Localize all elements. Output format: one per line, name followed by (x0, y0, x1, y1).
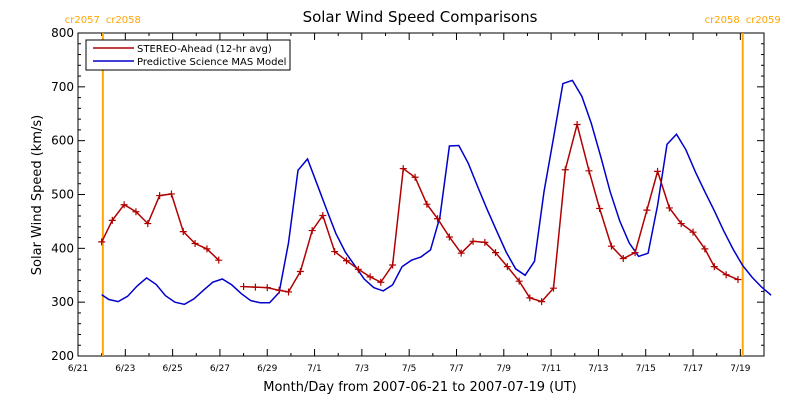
data-point (654, 167, 662, 175)
x-tick-label: 7/17 (683, 364, 703, 374)
x-tick-label: 6/27 (210, 364, 230, 374)
data-point (120, 201, 128, 209)
x-tick-label: 7/19 (730, 364, 750, 374)
data-point (179, 228, 187, 236)
x-axis: 6/21 6/23 6/25 6/27 6/29 7/1 7/3 7/5 7/7 7/9 7/11 7… (68, 33, 765, 374)
data-point (434, 215, 442, 223)
x-tick-label: 7/3 (355, 364, 369, 374)
data-point (275, 286, 283, 294)
data-point (263, 284, 271, 292)
data-point (573, 121, 581, 129)
carrington-markers: cr2057 cr2058 cr2058 cr2059 (65, 15, 781, 356)
data-point (366, 273, 374, 281)
series-line (101, 193, 220, 261)
data-point (631, 249, 639, 257)
data-point (144, 220, 152, 228)
legend-box (85, 39, 291, 71)
data-point (722, 271, 730, 279)
data-point (538, 298, 546, 306)
y-tick-label: 400 (51, 241, 74, 255)
data-point (203, 245, 211, 253)
data-point (296, 267, 304, 275)
data-point (515, 277, 523, 285)
data-point (469, 237, 477, 245)
y-axis-label: Solar Wind Speed (km/s) (30, 115, 45, 275)
carrington-label-left: cr2058 (705, 15, 740, 26)
legend-label-mas: Predictive Science MAS Model (137, 57, 286, 68)
data-point (411, 173, 419, 181)
x-tick-label: 6/25 (163, 364, 183, 374)
data-point (492, 249, 500, 257)
data-point (549, 284, 557, 292)
data-point (445, 233, 453, 241)
series-line (101, 79, 772, 306)
data-point (191, 239, 199, 247)
data-point (389, 261, 397, 269)
carrington-label-left: cr2057 (65, 15, 100, 26)
data-point (354, 265, 362, 273)
data-point (481, 238, 489, 246)
x-tick-label: 7/5 (402, 364, 416, 374)
x-tick-label: 6/21 (68, 364, 88, 374)
x-tick-label: 6/23 (115, 364, 135, 374)
data-point (308, 227, 316, 235)
legend-label-stereo: STEREO-Ahead (12-hr avg) (137, 44, 272, 55)
data-point (167, 190, 175, 198)
series-line (243, 121, 739, 303)
data-point (331, 248, 339, 256)
data-point (108, 216, 116, 224)
x-tick-label: 6/29 (257, 364, 277, 374)
y-tick-label: 700 (51, 80, 74, 94)
data-point (677, 220, 685, 228)
data-point (643, 206, 651, 214)
data-point (689, 228, 697, 236)
x-tick-label: 7/1 (307, 364, 321, 374)
data-point (251, 283, 259, 291)
data-point (240, 283, 248, 291)
data-point (285, 288, 293, 296)
data-point (710, 263, 718, 271)
data-point (399, 165, 407, 173)
data-point (701, 245, 709, 253)
data-point (734, 276, 742, 284)
data-point (503, 263, 511, 271)
carrington-label-right: cr2058 (106, 15, 141, 26)
x-tick-label: 7/13 (588, 364, 608, 374)
x-tick-label: 7/15 (636, 364, 656, 374)
x-axis-label: Month/Day from 2007-06-21 to 2007-07-19 … (263, 380, 576, 395)
y-axis: 200 300 400 500 600 700 800 (51, 26, 764, 363)
data-point (98, 238, 106, 246)
data-point (619, 255, 627, 263)
y-tick-label: 200 (51, 349, 74, 363)
x-tick-label: 7/9 (497, 364, 512, 374)
carrington-label-right: cr2059 (746, 15, 781, 26)
data-point (561, 166, 569, 174)
x-tick-label: 7/7 (449, 364, 463, 374)
legend: STEREO-Ahead (12-hr avg) Predictive Scie… (85, 39, 291, 71)
x-tick-label: 7/11 (541, 364, 561, 374)
data-point (377, 278, 385, 286)
data-point (607, 242, 615, 250)
y-tick-label: 600 (51, 134, 74, 148)
y-tick-label: 300 (51, 295, 74, 309)
data-point (342, 257, 350, 265)
chart-title: Solar Wind Speed Comparisons (303, 8, 538, 26)
data-point (215, 256, 223, 264)
y-tick-label: 800 (51, 26, 74, 40)
series-layer (98, 79, 772, 306)
data-point (585, 167, 593, 175)
data-point (596, 204, 604, 212)
y-tick-label: 500 (51, 188, 74, 202)
data-point (423, 200, 431, 208)
data-point (132, 208, 140, 216)
data-point (665, 204, 673, 212)
data-point (156, 192, 164, 200)
data-point (457, 249, 465, 257)
plot-frame (77, 32, 765, 357)
data-point (319, 211, 327, 219)
data-point (526, 294, 534, 302)
